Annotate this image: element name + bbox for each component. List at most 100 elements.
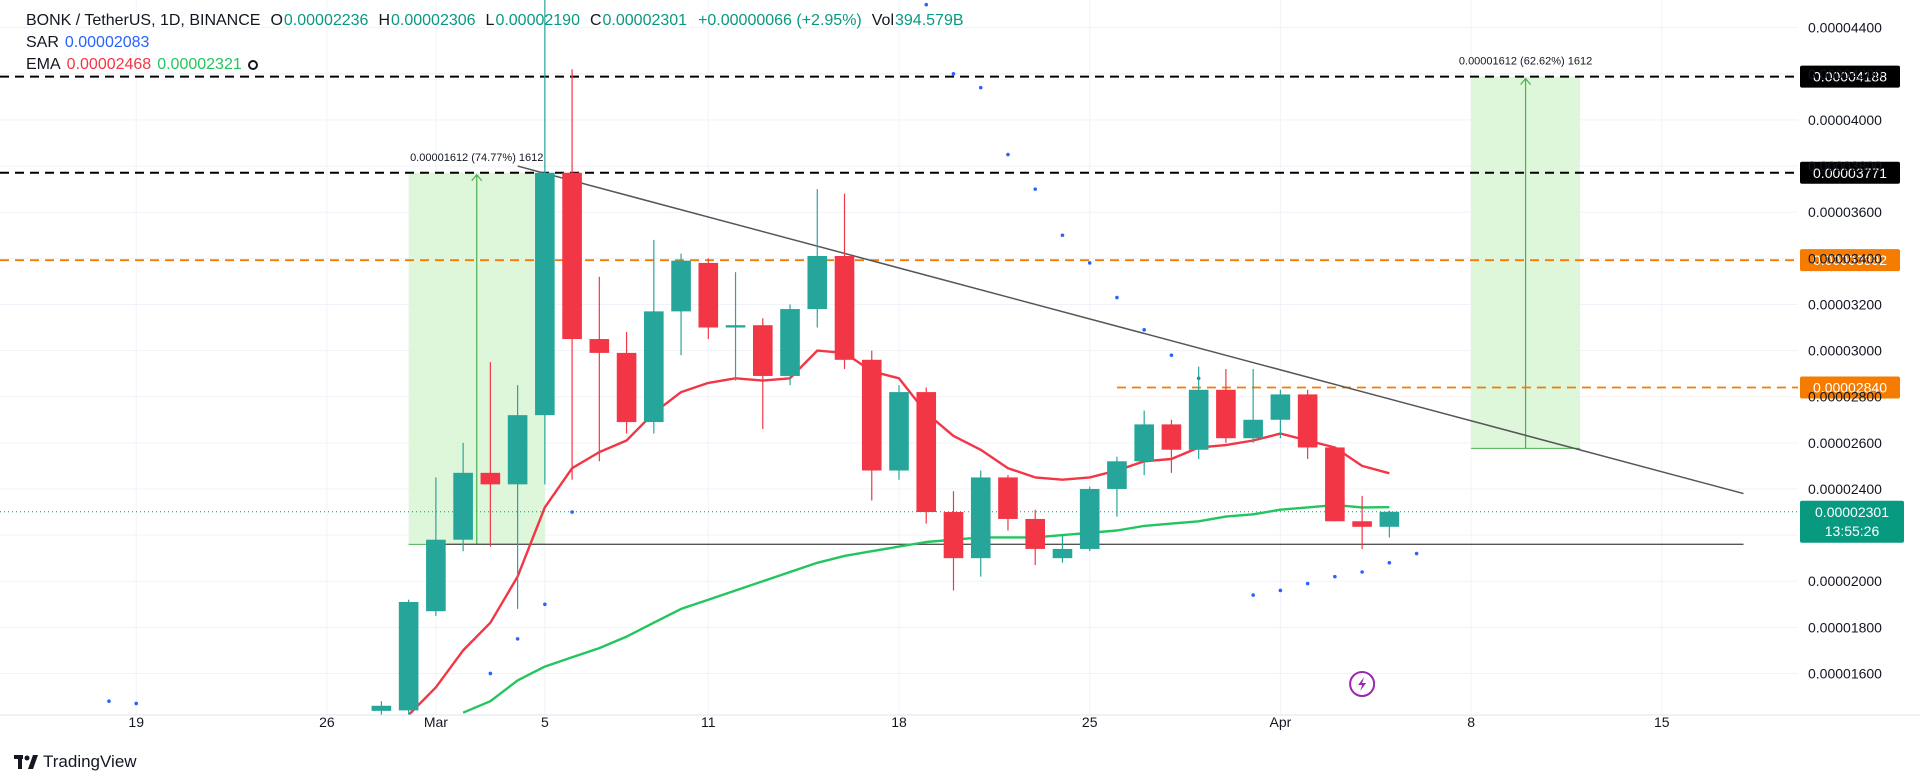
price-tick-label: 0.00003000 <box>1808 343 1882 359</box>
sar-dot <box>978 85 983 90</box>
sar-dot <box>1006 152 1010 157</box>
time-axis: 19 26 Mar 5 11 18 25 Apr 8 15 <box>0 714 1920 730</box>
candle <box>507 385 528 609</box>
level-price-tag <box>1800 376 1900 399</box>
candle <box>1216 369 1236 443</box>
candle-body <box>1216 389 1236 439</box>
candle-body <box>535 172 555 416</box>
measure-range-arrowhead <box>471 173 483 182</box>
candle-body <box>426 539 446 612</box>
candle <box>807 189 828 328</box>
candle-body <box>998 477 1018 519</box>
measure-range-arrowhead <box>1520 77 1532 85</box>
time-tick-label: 15 <box>1654 714 1670 730</box>
time-tick-label: 18 <box>891 714 907 730</box>
candle <box>998 475 1018 531</box>
price-tick-label: 0.00002600 <box>1808 435 1882 451</box>
price-axis: 0.00004188 0.00003771 0.00003392 0.00002840… <box>1800 20 1904 681</box>
candle-body <box>725 325 746 328</box>
sar-dot <box>1060 233 1065 238</box>
candle <box>589 276 610 462</box>
candle-body <box>970 477 991 559</box>
sar-dot <box>1278 588 1283 593</box>
time-tick-label: 8 <box>1467 714 1475 730</box>
candle-body <box>1079 488 1100 549</box>
high-value: 0.00002306 <box>391 12 476 29</box>
sar-dot <box>1387 560 1392 565</box>
candle <box>889 385 909 480</box>
candle <box>1352 495 1372 549</box>
sar-dot <box>1333 574 1337 579</box>
candle <box>1079 486 1100 552</box>
candle-body <box>1352 521 1372 527</box>
candle <box>970 470 991 577</box>
price-tick-label: 0.00003400 <box>1808 250 1882 266</box>
candle-body <box>752 325 773 376</box>
ema-row[interactable]: EMA 0.00002468 0.00002321 <box>26 54 964 76</box>
sar-dot <box>107 699 111 703</box>
candle-body <box>1107 461 1127 489</box>
candle-body <box>616 352 637 423</box>
candle-body <box>398 601 419 711</box>
level-price-label: 0.00003392 <box>1813 252 1887 268</box>
level-price-tag <box>1800 249 1900 272</box>
price-tick-label: 0.00002400 <box>1808 481 1882 497</box>
candle <box>671 253 691 356</box>
candle <box>698 258 719 340</box>
candle-body <box>644 311 664 423</box>
sar-row[interactable]: SAR 0.00002083 <box>26 32 964 54</box>
candle-body <box>1325 447 1345 522</box>
candle <box>1325 447 1345 522</box>
candle-body <box>453 472 473 540</box>
level-price-label: 0.00002840 <box>1813 379 1887 395</box>
legend: BONK / TetherUS, 1D, BINANCE O 0.00002236… <box>26 10 964 76</box>
sar-dot <box>1305 581 1310 586</box>
candle-body <box>1297 394 1318 448</box>
sar-dot <box>488 671 493 676</box>
candle <box>752 318 773 429</box>
symbol-title[interactable]: BONK / TetherUS, 1D, BINANCE <box>26 12 261 29</box>
sar-dot <box>134 701 139 706</box>
tradingview-watermark[interactable]: TradingView <box>14 752 137 772</box>
candle-body <box>807 256 828 310</box>
time-tick-label: 26 <box>319 714 335 730</box>
candle-body <box>671 260 691 312</box>
candle <box>480 362 501 547</box>
candle <box>371 701 392 715</box>
descending-trendline <box>517 165 1744 495</box>
sar-dot <box>951 72 956 76</box>
price-tick-label: 0.00003200 <box>1808 296 1882 312</box>
candle-body <box>562 172 582 340</box>
candle-body <box>1134 424 1154 462</box>
candle <box>1025 509 1046 566</box>
candle-body <box>943 512 964 559</box>
candle <box>398 599 419 715</box>
measure-range-label: 0.00001612 (74.77%) 1612 <box>410 152 543 164</box>
last-price-tag <box>1800 500 1904 543</box>
price-tick-label: 0.00004000 <box>1808 112 1882 128</box>
volume-value: 394.579B <box>895 12 964 29</box>
level-price-tag <box>1800 161 1900 184</box>
sar-dot <box>1414 551 1419 556</box>
candle-body <box>1025 518 1046 549</box>
measure-range-label: 0.00001612 (62.62%) 1612 <box>1459 56 1592 68</box>
level-price-label: 0.00003771 <box>1813 165 1887 181</box>
candle <box>1134 410 1154 476</box>
price-tick-label: 0.00001600 <box>1808 665 1882 681</box>
candles <box>371 0 1400 715</box>
price-tick-label: 0.00004400 <box>1808 20 1882 36</box>
candle-body <box>480 472 501 485</box>
time-tick-label: Mar <box>424 714 448 730</box>
tradingview-logo-icon <box>14 755 38 769</box>
watermark-text: TradingView <box>43 752 137 771</box>
candle-body <box>780 309 800 376</box>
price-tick-label: 0.00004200 <box>1808 66 1882 82</box>
candle <box>562 69 582 480</box>
ema-fast-value: 0.00002468 <box>66 56 152 73</box>
candle-body <box>698 262 719 328</box>
sar-dot <box>1169 353 1174 357</box>
candle-body <box>1243 419 1263 439</box>
eye-icon[interactable] <box>247 60 258 70</box>
